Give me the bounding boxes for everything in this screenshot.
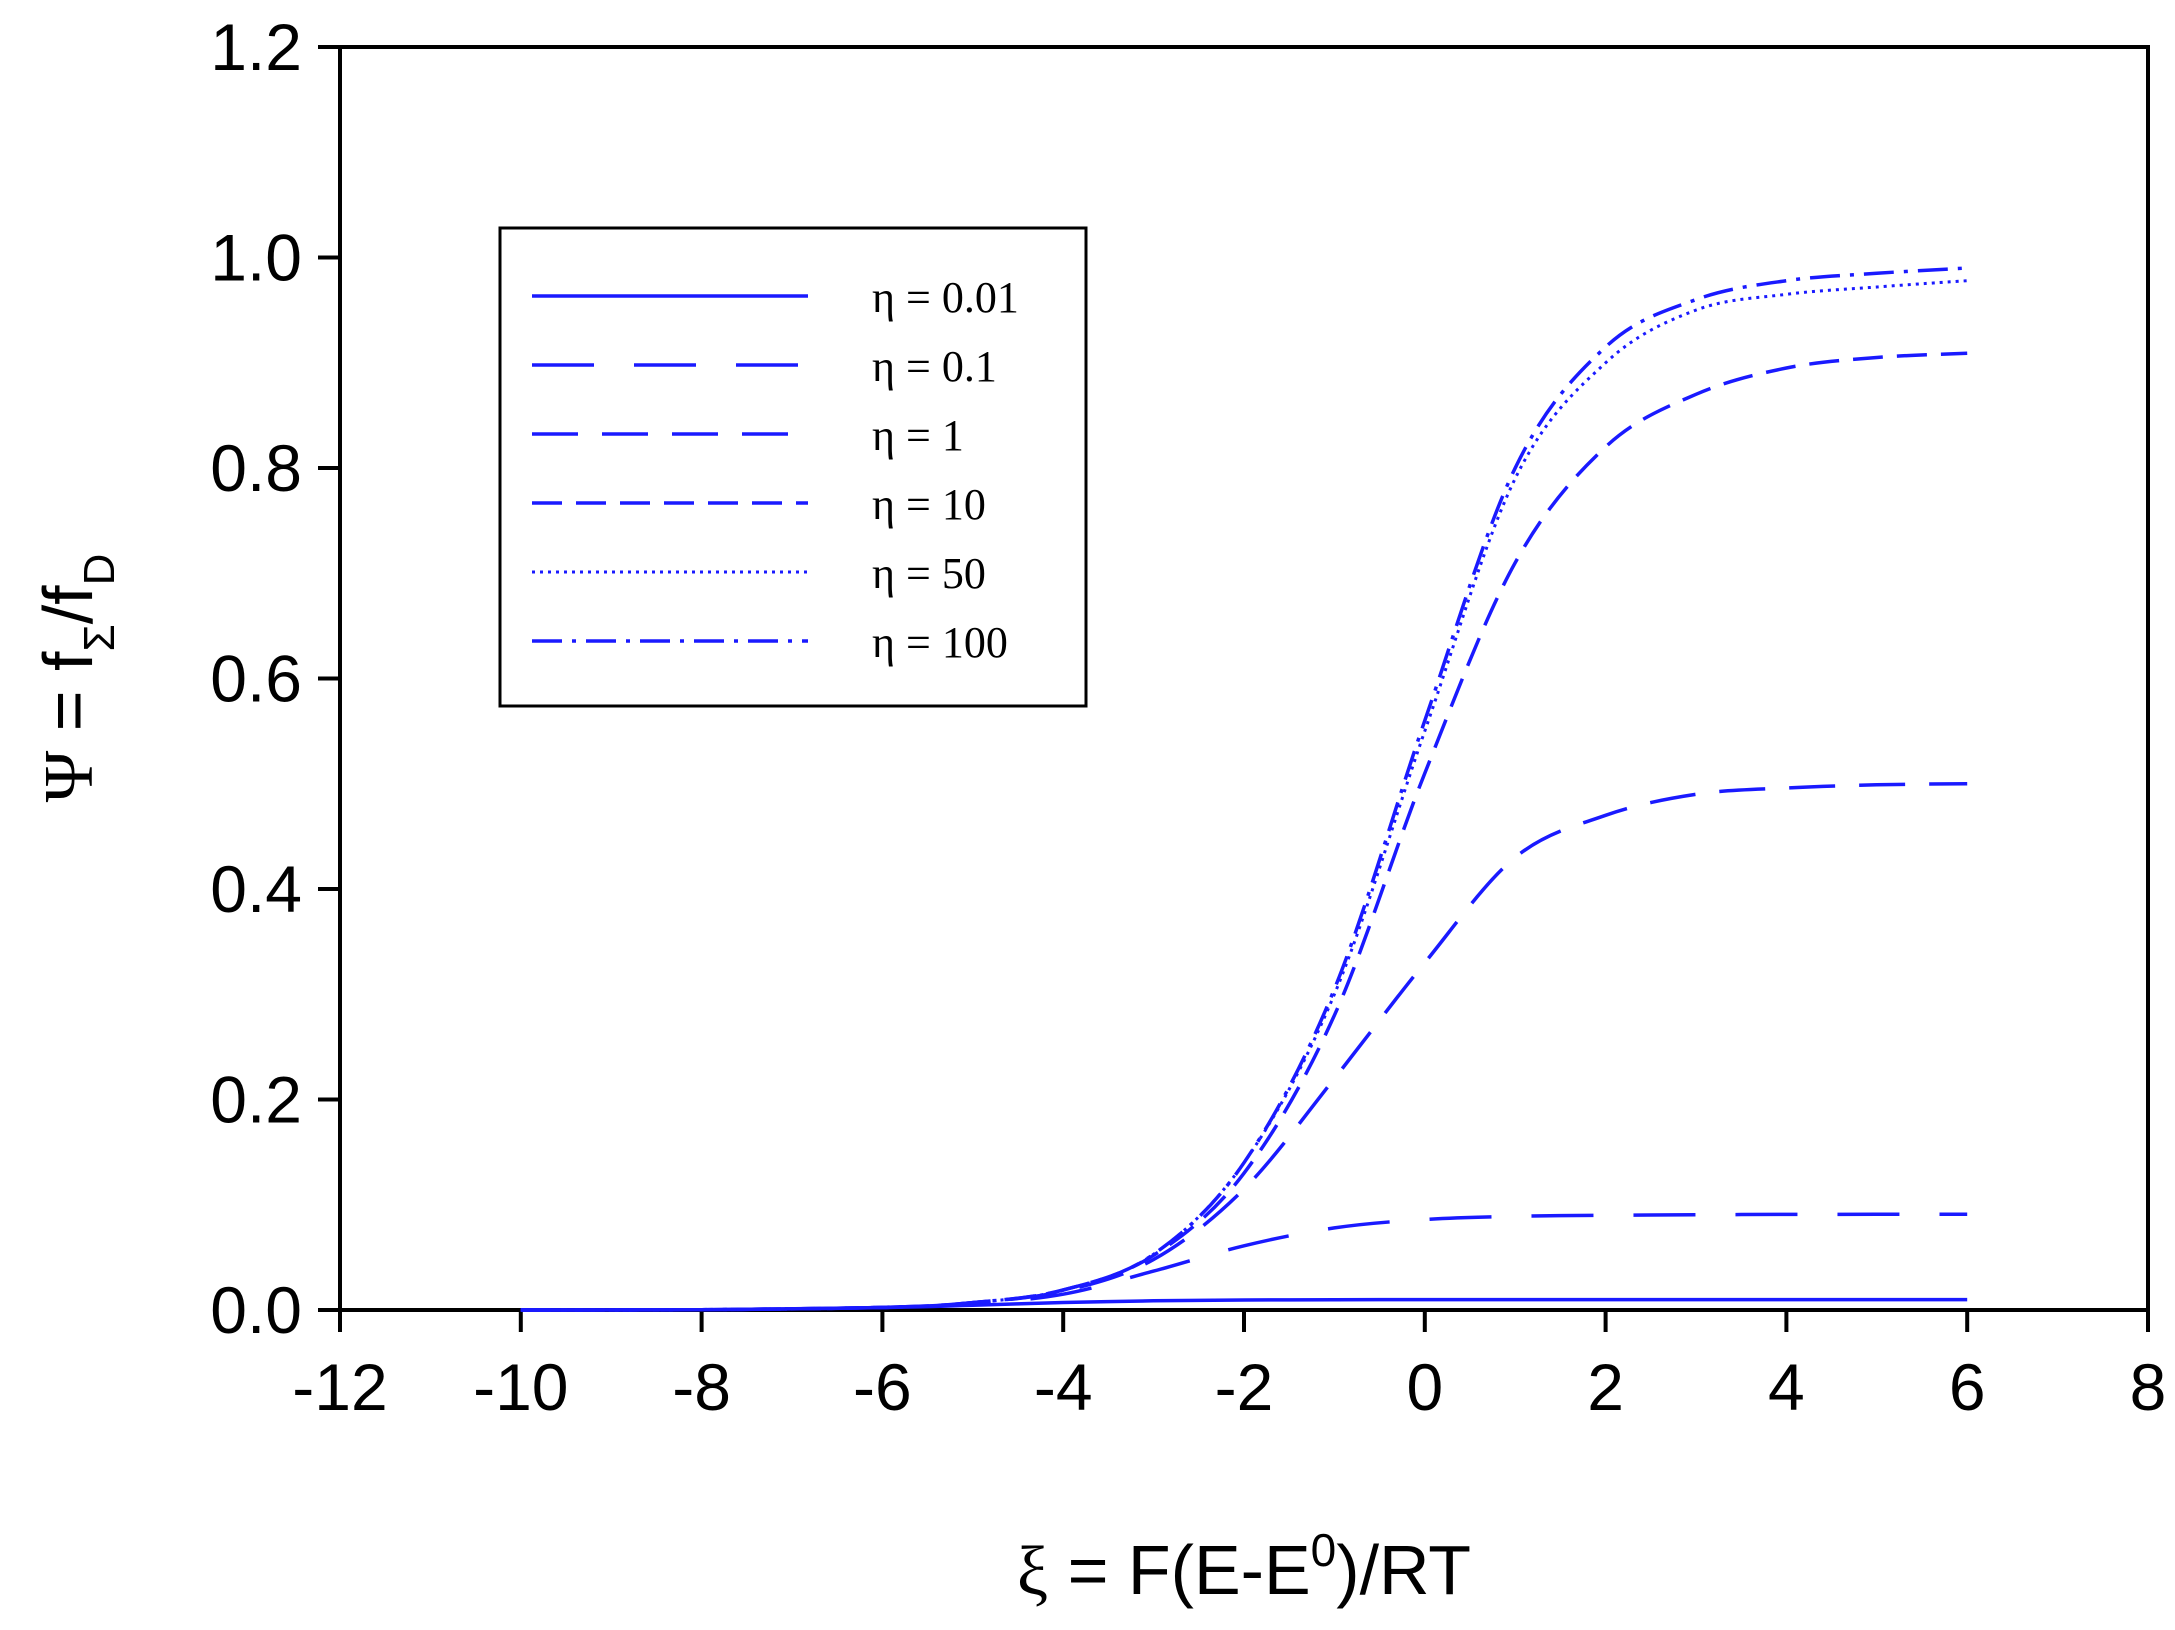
x-tick-label: -8	[672, 1350, 731, 1424]
x-tick-label: -10	[473, 1350, 568, 1424]
legend-box	[498, 226, 1088, 708]
legend-label: η = 100	[872, 618, 1008, 667]
y-tick-label: 0.6	[210, 642, 302, 716]
x-axis-title-superscript: 0	[1311, 1524, 1337, 1576]
x-tick-label: 8	[2130, 1350, 2167, 1424]
x-tick-label: 6	[1949, 1350, 1986, 1424]
series-line-1	[520, 1212, 1968, 1312]
legend-label: η = 50	[872, 549, 986, 598]
legend-label: η = 0.1	[872, 342, 997, 391]
y-tick-label: 1.0	[210, 221, 302, 295]
series-line-3	[520, 351, 1968, 1312]
x-tick-label: 2	[1587, 1350, 1624, 1424]
x-tick-label: -4	[1034, 1350, 1093, 1424]
x-tick-label: -12	[292, 1350, 387, 1424]
y-axis-title-symbol: Ψ	[31, 750, 108, 802]
series-line-4	[520, 279, 1968, 1312]
legend: η = 0.01 η = 0.1 η = 1 η = 10 η = 50 η = 100	[498, 226, 1088, 708]
y-axis-title-subscript-1: Σ	[75, 624, 124, 651]
x-axis-title-main: = F(E-E	[1048, 1531, 1311, 1609]
legend-entries: η = 0.01 η = 0.1 η = 1 η = 10 η = 50 η = 100	[532, 273, 1019, 667]
series-lines	[520, 266, 1968, 1312]
x-tick-label: -6	[853, 1350, 912, 1424]
x-axis: -12 -10 -8 -6 -4 -2 0 2 4 6 8	[292, 1310, 2166, 1424]
y-tick-label: 0.4	[210, 852, 302, 926]
y-tick-label: 0.8	[210, 431, 302, 505]
legend-label: η = 0.01	[872, 273, 1019, 322]
x-axis-title: ξ = F(E-E0)/RT	[1017, 1524, 1471, 1610]
series-line-2	[520, 782, 1968, 1312]
y-axis-title-main: = f	[29, 651, 107, 751]
x-axis-title-symbol: ξ	[1017, 1533, 1048, 1610]
y-axis-title-mid: /f	[29, 585, 107, 624]
y-axis: 0.0 0.2 0.4 0.6 0.8 1.0 1.2	[210, 10, 340, 1347]
y-tick-label: 0.2	[210, 1063, 302, 1137]
x-tick-label: 0	[1406, 1350, 1443, 1424]
y-tick-label: 1.2	[210, 10, 302, 84]
y-axis-title-subscript-2: D	[75, 554, 124, 586]
legend-label: η = 1	[872, 411, 964, 460]
y-axis-title: Ψ = fΣ/fD	[29, 554, 124, 803]
y-tick-label: 0.0	[210, 1273, 302, 1347]
x-tick-label: -2	[1215, 1350, 1274, 1424]
series-line-5	[520, 266, 1968, 1312]
legend-label: η = 10	[872, 480, 986, 529]
x-axis-title-suffix: )/RT	[1336, 1531, 1471, 1609]
x-tick-label: 4	[1768, 1350, 1805, 1424]
